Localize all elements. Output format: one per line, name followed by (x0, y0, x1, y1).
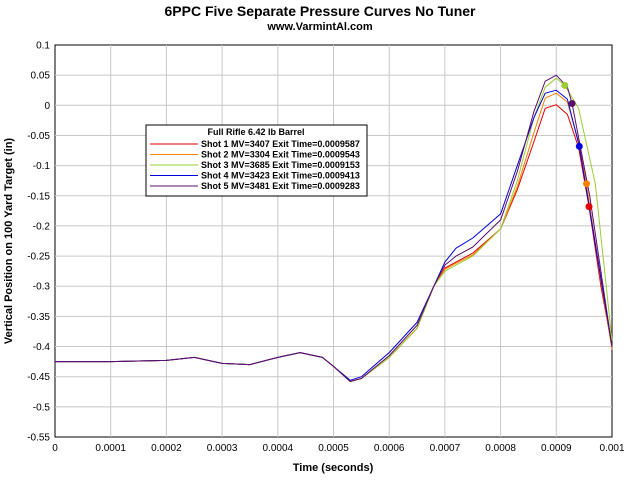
exit-marker-shot-4 (575, 142, 583, 150)
y-tick-label: -0.15 (27, 191, 50, 202)
chart-subtitle: www.VarmintAl.com (266, 21, 373, 33)
x-tick-label: 0.0003 (207, 443, 238, 454)
legend-label-shot-1: Shot 1 MV=3407 Exit Time=0.0009587 (201, 139, 360, 149)
x-tick-label: 0.0005 (318, 443, 349, 454)
y-tick-label: -0.35 (27, 312, 50, 323)
x-tick-label: 0.0001 (95, 443, 126, 454)
exit-marker-shot-3 (561, 81, 569, 89)
legend-label-shot-5: Shot 5 MV=3481 Exit Time=0.0009283 (201, 181, 360, 191)
x-tick-label: 0.0004 (263, 443, 294, 454)
y-tick-label: -0.1 (33, 161, 51, 172)
y-tick-label: -0.45 (27, 372, 50, 383)
x-axis-title: Time (seconds) (293, 462, 374, 474)
y-tick-label: -0.05 (27, 131, 50, 142)
series-lines (55, 74, 613, 382)
x-tick-label: 0 (52, 443, 58, 454)
y-tick-label: -0.2 (33, 221, 51, 232)
x-tick-label: 0.0006 (374, 443, 405, 454)
x-tick-label: 0.0007 (430, 443, 461, 454)
grid-lines (55, 45, 612, 437)
series-line-shot-5 (55, 74, 613, 382)
x-tick-label: 0.0002 (151, 443, 182, 454)
x-tick-label: 0.0009 (541, 443, 572, 454)
y-tick-label: 0.1 (36, 41, 50, 52)
legend-label-shot-3: Shot 3 MV=3685 Exit Time=0.0009153 (201, 160, 360, 170)
x-tick-label: 0.0008 (485, 443, 516, 454)
y-tick-label: -0.25 (27, 252, 50, 263)
y-tick-label: -0.3 (33, 282, 51, 293)
legend-box (145, 124, 368, 197)
chart-title: 6PPC Five Separate Pressure Curves No Tu… (165, 3, 477, 19)
x-tick-labels: 0 0.0001 0.0002 0.0003 0.0004 0.0005 0.0006 0.0… (52, 443, 625, 454)
exit-marker-shot-2 (583, 180, 591, 188)
y-tick-label: 0 (44, 101, 50, 112)
x-tick-label: 0.001 (599, 443, 624, 454)
legend-title: Full Rifle 6.42 lb Barrel (207, 127, 304, 137)
y-tick-label: -0.5 (33, 402, 51, 413)
exit-markers (561, 81, 593, 211)
legend: Full Rifle 6.42 lb Barrel Shot 1 MV=3407… (145, 124, 368, 197)
exit-marker-shot-1 (585, 203, 593, 211)
y-tick-label: 0.05 (31, 71, 51, 82)
legend-label-shot-2: Shot 2 MV=3304 Exit Time=0.0009543 (201, 150, 360, 160)
y-tick-label: -0.55 (27, 433, 50, 444)
y-axis-title: Vertical Position on 100 Yard Target (in… (3, 138, 15, 345)
y-tick-label: -0.4 (33, 342, 51, 353)
legend-label-shot-4: Shot 4 MV=3423 Exit Time=0.0009413 (201, 171, 360, 181)
exit-marker-shot-5 (568, 99, 576, 107)
y-tick-labels: 0.1 0.05 0 -0.05 -0.1 -0.15 -0.2 -0.25 -0.3 -0.35… (27, 41, 50, 444)
